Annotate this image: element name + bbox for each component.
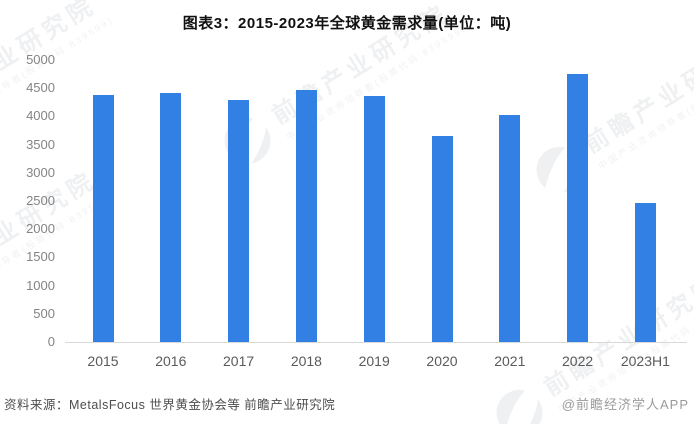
y-axis-tick-label-3000: 3000 [26,164,55,180]
x-axis-tick-label-2018: 2018 [290,353,322,369]
x-axis-tick-label-2017: 2017 [223,353,255,369]
y-axis-tick-label-500: 500 [33,305,55,321]
bar-2021 [499,114,521,342]
y-axis-tick-label-4500: 4500 [26,80,55,96]
x-axis-tick-label-2023H1: 2023H1 [620,353,670,369]
x-axis-tick-label-2015: 2015 [87,353,119,369]
bar-2018 [295,89,317,342]
watermark-text: 前瞻产业研究院 [579,28,694,159]
y-axis-tick-label-2000: 2000 [26,221,55,237]
x-axis-tick-label-2021: 2021 [494,353,526,369]
bar-2019 [363,96,385,342]
x-axis-line [65,342,687,343]
y-axis-tick-label-2500: 2500 [26,193,55,208]
x-axis-tick-label-2019: 2019 [358,353,390,369]
y-axis-tick-label-1500: 1500 [26,249,55,265]
bar-2015 [92,94,114,342]
x-axis-tick-label-2020: 2020 [426,353,458,369]
bar-2022 [567,74,589,342]
watermark-logo-icon [487,381,552,424]
watermark-subtext: 中国产业咨询领导者(股票代码:839599) [596,51,694,172]
credit-note: @前瞻经济学人APP [561,397,689,412]
watermark-tile-3: 前瞻产业研究院 中国产业咨询领导者(股票代码:839599) [527,18,694,203]
bar-2023H1 [634,202,656,342]
x-axis-tick-label-2016: 2016 [155,353,187,369]
bar-2020 [431,135,453,342]
y-axis-tick-label-5000: 5000 [26,52,55,67]
bar-2016 [160,92,182,342]
chart-title: 图表3：2015-2023年全球黄金需求量(单位：吨) [182,15,512,32]
y-axis-tick-label-3500: 3500 [26,136,55,152]
y-axis-tick-label-1000: 1000 [26,277,55,293]
y-axis-tick-label-4000: 4000 [26,108,55,124]
x-axis-tick-label-2022: 2022 [562,353,594,369]
source-note: 资料来源：MetalsFocus 世界黄金协会等 前瞻产业研究院 [4,398,336,412]
bar-2017 [228,100,250,342]
watermark-text: 前瞻产业研究院 [539,271,694,402]
y-axis-tick-label-0: 0 [47,334,55,349]
